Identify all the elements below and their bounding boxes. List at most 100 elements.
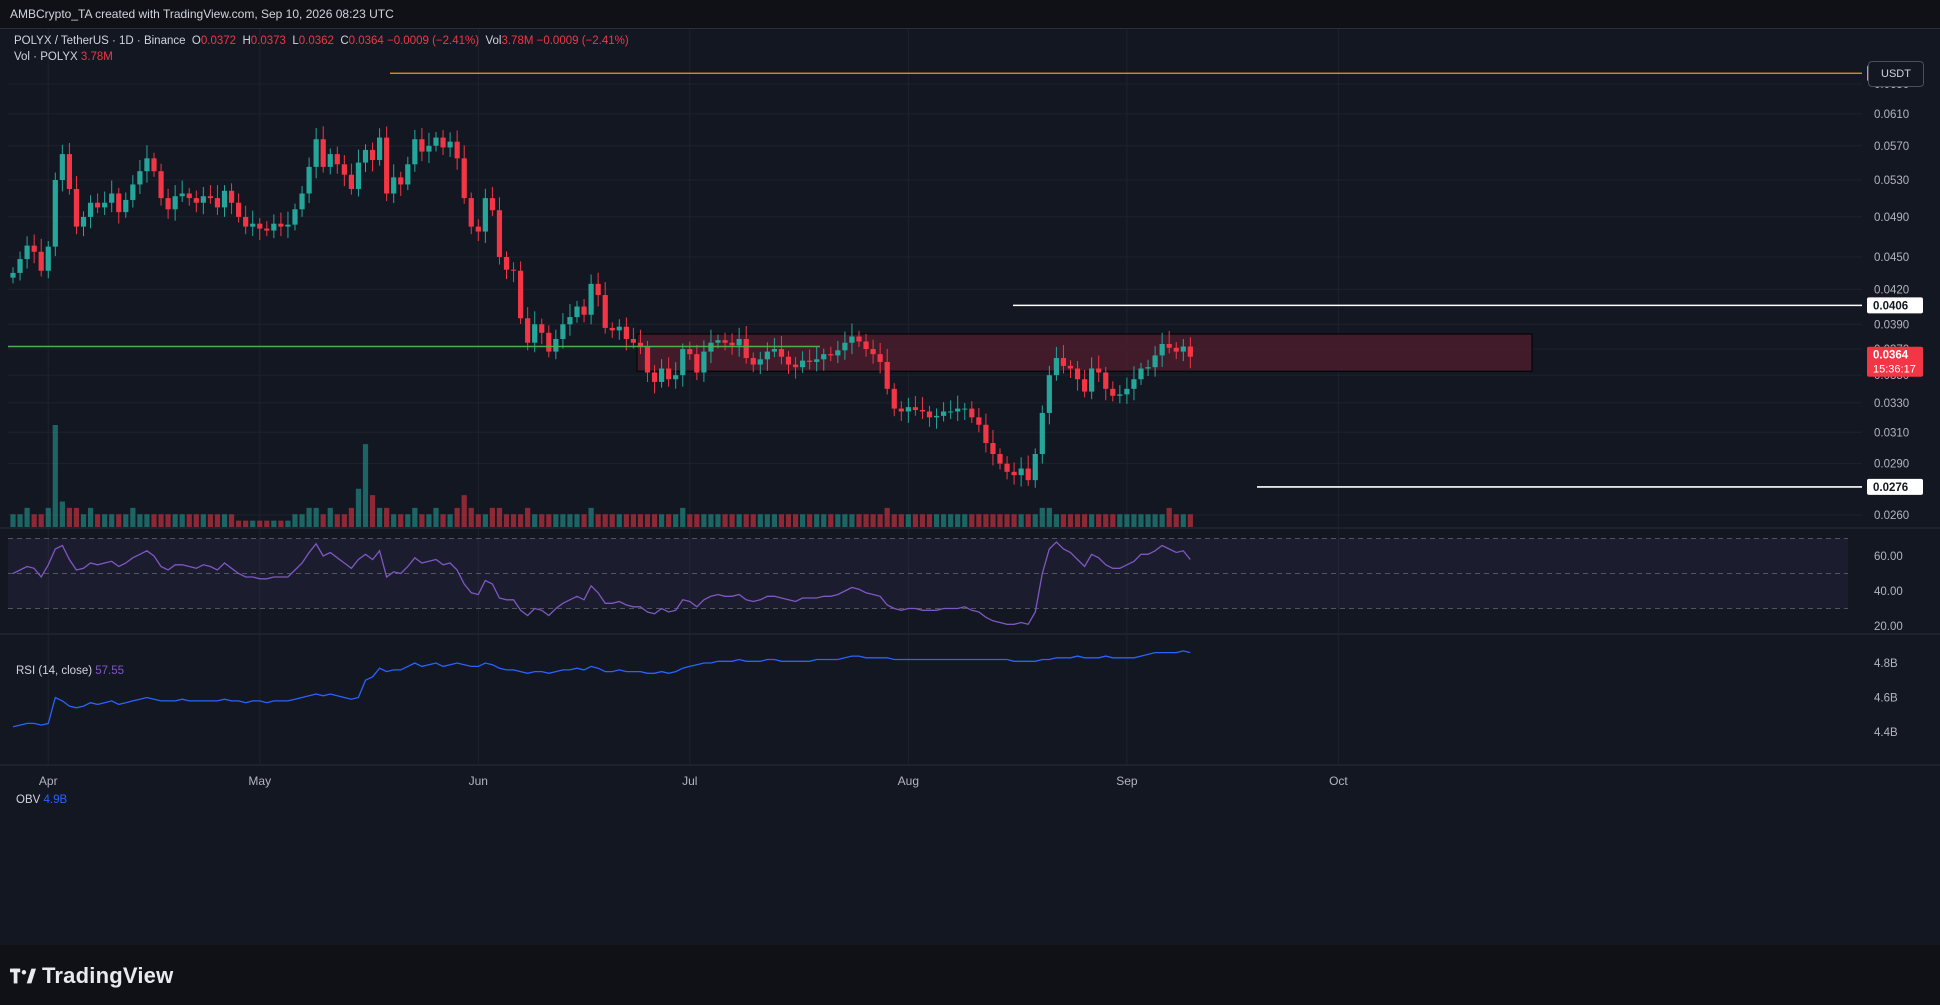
- candle-body: [997, 454, 1003, 464]
- candle-body: [186, 193, 192, 199]
- rsi-legend-label[interactable]: RSI (14, close): [16, 665, 93, 677]
- candle-body: [130, 184, 136, 200]
- candle-body: [983, 424, 989, 444]
- candle-body: [884, 361, 890, 389]
- volume-bar: [503, 514, 510, 527]
- candle-body: [955, 408, 961, 412]
- volume-bar: [1124, 514, 1130, 527]
- candle-body: [59, 154, 65, 181]
- candle-body: [341, 164, 347, 175]
- volume-bar: [898, 514, 904, 527]
- candle-body: [553, 338, 559, 352]
- volume-bar: [1082, 514, 1088, 527]
- volume-bar: [1011, 514, 1017, 527]
- high-value: 0.0373: [250, 35, 286, 47]
- candle-body: [172, 196, 178, 210]
- volume-bar: [264, 520, 270, 527]
- candle-body: [1004, 463, 1010, 472]
- candle-body: [750, 358, 756, 365]
- volume-bar: [863, 514, 869, 527]
- volume-bar: [933, 514, 940, 527]
- volume-bar: [1046, 507, 1052, 527]
- volume-bar: [1187, 514, 1193, 527]
- candle-body: [764, 351, 770, 360]
- candle-body: [10, 272, 16, 278]
- volume-bar: [66, 507, 72, 527]
- candle-body: [948, 411, 954, 413]
- currency-button[interactable]: USDT: [1868, 61, 1924, 87]
- volume-bar: [468, 507, 474, 527]
- volume-bar: [828, 514, 834, 527]
- volume-bar: [715, 514, 721, 527]
- volume-bar: [539, 514, 545, 527]
- candle-body: [1124, 388, 1130, 395]
- volume-bar: [172, 514, 178, 527]
- volume-bar: [193, 514, 199, 527]
- volume-bar: [426, 514, 432, 527]
- candle-body: [863, 341, 869, 350]
- volume-bar: [990, 514, 996, 527]
- chart-frame[interactable]: 0.06500.06100.05700.05300.04900.04500.04…: [0, 28, 1940, 947]
- price-tick-label: 0.0450: [1874, 252, 1909, 264]
- chart-canvas[interactable]: 0.06500.06100.05700.05300.04900.04500.04…: [0, 29, 1940, 946]
- volume-legend-label[interactable]: Vol · POLYX: [14, 51, 78, 63]
- volume-bar: [877, 514, 883, 527]
- volume-bar: [1131, 514, 1137, 527]
- bar-countdown: 15:36:17: [1873, 364, 1916, 376]
- candle-body: [623, 326, 629, 339]
- volume-bar: [729, 514, 735, 527]
- volume-bar: [24, 507, 30, 527]
- tradingview-logo[interactable]: TradingView: [10, 963, 173, 989]
- volume-bar: [377, 507, 383, 527]
- candle-body: [539, 324, 545, 333]
- candle-body: [771, 349, 777, 352]
- candle-body: [45, 246, 51, 271]
- obv-tick-label: 4.4B: [1874, 727, 1898, 739]
- candle-body: [687, 349, 693, 355]
- candle-body: [264, 228, 270, 231]
- candle-body: [1117, 394, 1123, 396]
- obv-legend-label[interactable]: OBV: [16, 794, 41, 806]
- candle-body: [1159, 343, 1165, 356]
- volume-bar: [109, 514, 115, 527]
- candle-body: [905, 407, 911, 412]
- obv-pane: [12, 650, 1191, 728]
- volume-bar: [130, 507, 136, 527]
- candle-body: [38, 251, 44, 271]
- candle-body: [546, 332, 552, 352]
- volume-bar: [969, 514, 975, 527]
- volume-bar: [842, 514, 848, 527]
- time-tick-label: Jun: [469, 774, 488, 788]
- price-tick-label: 0.0330: [1874, 398, 1909, 410]
- rsi-legend-value: 57.55: [95, 665, 125, 677]
- volume-bar: [1152, 514, 1158, 527]
- volume-bar: [926, 514, 933, 527]
- volume-bar: [616, 514, 622, 527]
- candle-body: [179, 193, 185, 197]
- rsi-tick-label: 20.00: [1874, 621, 1903, 633]
- volume-legend-value: 3.78M: [80, 51, 113, 63]
- candle-body: [214, 198, 221, 208]
- volume-bar: [341, 514, 347, 527]
- volume-bar: [856, 514, 862, 527]
- volume-bar: [52, 425, 58, 527]
- volume-bar: [362, 444, 369, 527]
- attribution-bar: AMBCrypto_TA created with TradingView.co…: [0, 0, 1940, 28]
- attribution-text: AMBCrypto_TA created with TradingView.co…: [10, 7, 394, 21]
- candle-body: [919, 410, 926, 412]
- rsi-tick-label: 60.00: [1874, 551, 1903, 563]
- volume-bar: [221, 514, 228, 527]
- volume-bar: [38, 514, 44, 527]
- candle-body: [250, 223, 256, 227]
- volume-bar: [750, 514, 756, 527]
- volume-bar: [976, 514, 982, 527]
- volume-legend: Vol · POLYX 3.78M: [14, 51, 113, 63]
- candle-body: [87, 202, 94, 217]
- volume-bar: [1138, 514, 1144, 527]
- tradingview-brand: TradingView: [42, 963, 174, 988]
- time-tick-label: Aug: [898, 774, 919, 788]
- symbol-label[interactable]: POLYX / TetherUS · 1D · Binance: [14, 35, 186, 47]
- candle-body: [405, 164, 411, 185]
- time-tick-label: May: [248, 774, 271, 788]
- candle-body: [221, 190, 228, 208]
